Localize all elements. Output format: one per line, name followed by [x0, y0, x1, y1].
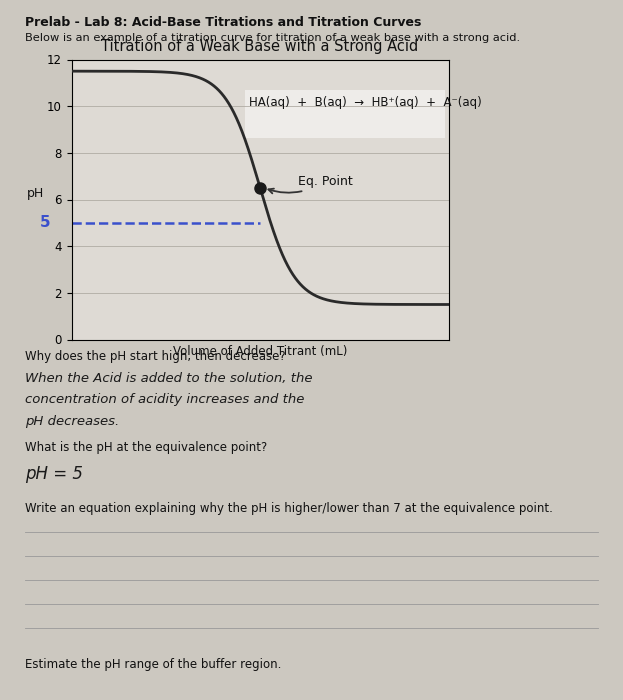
Text: pH decreases.: pH decreases. — [25, 415, 119, 428]
Y-axis label: pH: pH — [27, 186, 44, 200]
Text: Eq. Point: Eq. Point — [269, 175, 353, 193]
Text: HA(aq)  +  B(aq)  →  HB⁺(aq)  +  A⁻(aq): HA(aq) + B(aq) → HB⁺(aq) + A⁻(aq) — [249, 96, 482, 109]
Text: Below is an example of a titration curve for titration of a weak base with a str: Below is an example of a titration curve… — [25, 33, 520, 43]
Text: Prelab - Lab 8: Acid-Base Titrations and Titration Curves: Prelab - Lab 8: Acid-Base Titrations and… — [25, 16, 421, 29]
Text: When the Acid is added to the solution, the: When the Acid is added to the solution, … — [25, 372, 312, 385]
Text: concentration of acidity increases and the: concentration of acidity increases and t… — [25, 393, 304, 407]
Text: Estimate the pH range of the buffer region.: Estimate the pH range of the buffer regi… — [25, 658, 282, 671]
Text: Why does the pH start high, then decrease?: Why does the pH start high, then decreas… — [25, 350, 285, 363]
Text: Write an equation explaining why the pH is higher/lower than 7 at the equivalenc: Write an equation explaining why the pH … — [25, 502, 553, 515]
X-axis label: Volume of Added Titrant (mL): Volume of Added Titrant (mL) — [173, 345, 347, 358]
Text: 5: 5 — [40, 216, 51, 230]
Title: Titration of a Weak Base with a Strong Acid: Titration of a Weak Base with a Strong A… — [102, 39, 419, 54]
Text: pH = 5: pH = 5 — [25, 465, 83, 483]
FancyBboxPatch shape — [245, 90, 445, 138]
Text: What is the pH at the equivalence point?: What is the pH at the equivalence point? — [25, 441, 267, 454]
